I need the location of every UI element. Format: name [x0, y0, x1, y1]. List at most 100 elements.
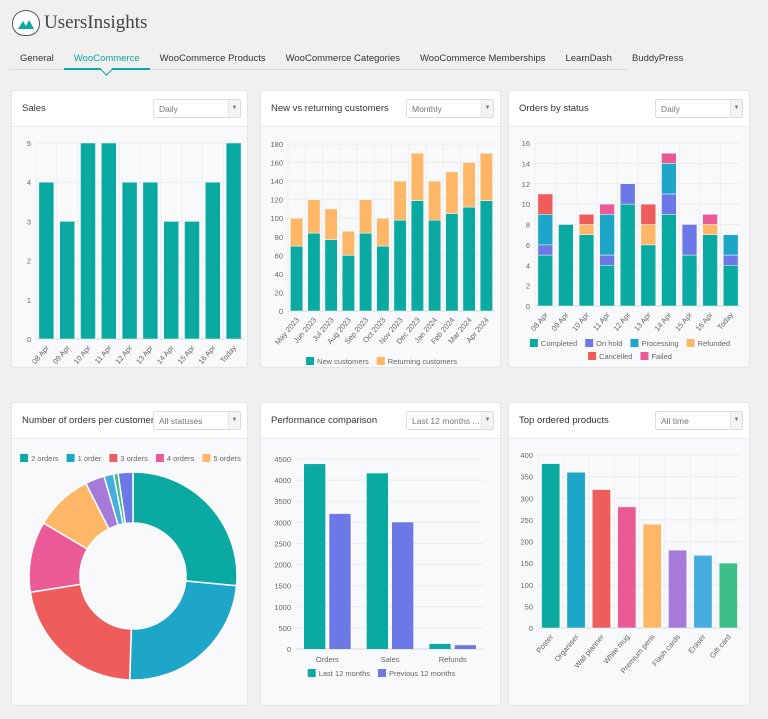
bar-segment[interactable]: [537, 244, 553, 256]
legend-label[interactable]: Processing: [641, 339, 678, 348]
app-logo[interactable]: UsersInsights: [12, 10, 147, 36]
bar-segment[interactable]: [702, 234, 718, 307]
bar-segment[interactable]: [341, 230, 355, 256]
bar-segment[interactable]: [410, 200, 424, 312]
bar-segment[interactable]: [668, 549, 687, 629]
bar-segment[interactable]: [718, 562, 738, 629]
bar-segment[interactable]: [661, 214, 677, 307]
donut-slice[interactable]: [117, 471, 134, 525]
bar-segment[interactable]: [537, 214, 553, 246]
new-vs-returning-customers-period-dropdown[interactable]: Monthly ▼: [406, 99, 494, 118]
bar-segment[interactable]: [681, 254, 698, 307]
donut-slice[interactable]: [29, 583, 133, 681]
bar-segment[interactable]: [599, 203, 615, 215]
bar-segment[interactable]: [702, 214, 718, 225]
bar-segment[interactable]: [462, 162, 476, 208]
bar-segment[interactable]: [163, 221, 179, 340]
donut-slice[interactable]: [128, 580, 238, 681]
bar[interactable]: [329, 513, 351, 649]
legend-label[interactable]: 4 orders: [167, 454, 195, 463]
bar-segment[interactable]: [428, 180, 442, 221]
bar-segment[interactable]: [617, 506, 637, 629]
tab-woocommerce-products[interactable]: WooCommerce Products: [159, 53, 266, 64]
bar-segment[interactable]: [723, 234, 739, 256]
bar-segment[interactable]: [59, 221, 75, 340]
bar-segment[interactable]: [723, 254, 739, 266]
bar-segment[interactable]: [578, 224, 595, 235]
bar-segment[interactable]: [290, 245, 304, 312]
legend-label[interactable]: 1 order: [78, 454, 102, 463]
tab-general[interactable]: General: [20, 53, 54, 64]
legend-label[interactable]: Refunded: [698, 339, 731, 348]
bar-segment[interactable]: [428, 219, 442, 312]
bar-segment[interactable]: [661, 163, 677, 195]
legend-label[interactable]: Completed: [541, 339, 577, 348]
bar-segment[interactable]: [225, 142, 242, 340]
bar-segment[interactable]: [290, 217, 304, 247]
tab-woocommerce-memberships[interactable]: WooCommerce Memberships: [420, 53, 546, 64]
bar-segment[interactable]: [142, 181, 159, 340]
bar-segment[interactable]: [359, 199, 373, 234]
bar-segment[interactable]: [537, 193, 553, 215]
bar-segment[interactable]: [599, 265, 615, 307]
donut-slice[interactable]: [132, 471, 238, 587]
legend-label[interactable]: 5 orders: [213, 454, 241, 463]
sales-period-dropdown[interactable]: Daily ▼: [153, 99, 241, 118]
bar-segment[interactable]: [121, 181, 138, 340]
orders-by-status-period-dropdown[interactable]: Daily ▼: [655, 99, 743, 118]
bar-segment[interactable]: [723, 265, 739, 307]
top-ordered-products-period-dropdown[interactable]: All time ▼: [655, 411, 743, 430]
legend-label[interactable]: Cancelled: [599, 352, 632, 361]
bar-segment[interactable]: [661, 152, 677, 164]
bar-segment[interactable]: [341, 255, 355, 312]
bar-segment[interactable]: [101, 142, 117, 340]
legend-label[interactable]: On hold: [596, 339, 622, 348]
bar-segment[interactable]: [376, 245, 390, 312]
tab-learndash[interactable]: LearnDash: [565, 53, 612, 64]
bar-segment[interactable]: [38, 181, 55, 340]
bar-segment[interactable]: [80, 142, 96, 340]
bar-segment[interactable]: [640, 244, 656, 307]
bar-segment[interactable]: [205, 181, 221, 340]
bar-segment[interactable]: [184, 221, 200, 340]
bar[interactable]: [366, 473, 388, 649]
bar-segment[interactable]: [307, 199, 321, 234]
bar-segment[interactable]: [558, 224, 574, 307]
bar-segment[interactable]: [578, 214, 595, 225]
bar-segment[interactable]: [681, 224, 698, 256]
bar-segment[interactable]: [359, 232, 373, 312]
number-of-orders-per-customer-period-dropdown[interactable]: All statuses ▼: [153, 411, 241, 430]
bar-segment[interactable]: [393, 219, 407, 312]
bar-segment[interactable]: [599, 214, 615, 256]
bar-segment[interactable]: [640, 203, 656, 225]
performance-comparison-period-dropdown[interactable]: Last 12 months ... ▼: [406, 411, 494, 430]
tab-buddypress[interactable]: BuddyPress: [631, 53, 684, 64]
bar-segment[interactable]: [410, 153, 424, 201]
bar-segment[interactable]: [445, 171, 459, 214]
bar[interactable]: [304, 464, 326, 649]
legend-label[interactable]: Last 12 months: [319, 669, 371, 678]
bar[interactable]: [454, 645, 476, 649]
tab-woocommerce[interactable]: WooCommerce: [63, 48, 150, 70]
bar-segment[interactable]: [393, 180, 407, 221]
bar-segment[interactable]: [693, 555, 713, 629]
bar-segment[interactable]: [566, 472, 586, 629]
bar-segment[interactable]: [445, 213, 459, 312]
bar-segment[interactable]: [642, 523, 662, 629]
legend-label[interactable]: Failed: [651, 352, 671, 361]
bar-segment[interactable]: [599, 254, 615, 266]
legend-label[interactable]: 2 orders: [31, 454, 59, 463]
tab-woocommerce-categories[interactable]: WooCommerce Categories: [285, 53, 400, 64]
bar-segment[interactable]: [307, 232, 321, 312]
bar-segment[interactable]: [620, 203, 636, 307]
bar[interactable]: [392, 522, 414, 649]
bar-segment[interactable]: [578, 234, 595, 307]
legend-label[interactable]: Previous 12 months: [389, 669, 456, 678]
bar-segment[interactable]: [702, 224, 718, 235]
bar-segment[interactable]: [537, 254, 553, 307]
bar-segment[interactable]: [620, 183, 636, 205]
bar-segment[interactable]: [592, 489, 611, 629]
bar-segment[interactable]: [462, 206, 476, 312]
legend-label[interactable]: Returning customers: [388, 357, 457, 366]
bar-segment[interactable]: [640, 224, 656, 246]
